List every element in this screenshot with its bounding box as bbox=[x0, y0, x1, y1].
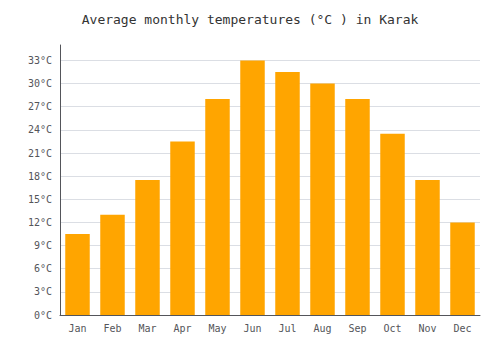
svg-text:Apr: Apr bbox=[173, 323, 191, 334]
svg-text:30°C: 30°C bbox=[28, 78, 52, 89]
svg-text:3°C: 3°C bbox=[34, 286, 52, 297]
svg-text:Sep: Sep bbox=[348, 323, 366, 334]
svg-text:Jan: Jan bbox=[68, 323, 86, 334]
svg-text:Oct: Oct bbox=[383, 323, 401, 334]
svg-text:21°C: 21°C bbox=[28, 148, 52, 159]
svg-text:27°C: 27°C bbox=[28, 101, 52, 112]
svg-text:6°C: 6°C bbox=[34, 263, 52, 274]
svg-text:Jun: Jun bbox=[243, 323, 261, 334]
svg-text:Aug: Aug bbox=[313, 323, 331, 334]
svg-text:Average monthly temperatures (: Average monthly temperatures (°C ) in Ka… bbox=[82, 12, 419, 27]
svg-text:Nov: Nov bbox=[418, 323, 436, 334]
svg-text:Jul: Jul bbox=[278, 323, 296, 334]
svg-text:15°C: 15°C bbox=[28, 194, 52, 205]
svg-text:May: May bbox=[208, 323, 226, 334]
svg-text:33°C: 33°C bbox=[28, 55, 52, 66]
svg-text:24°C: 24°C bbox=[28, 124, 52, 135]
svg-text:Dec: Dec bbox=[453, 323, 471, 334]
svg-text:12°C: 12°C bbox=[28, 217, 52, 228]
svg-text:9°C: 9°C bbox=[34, 240, 52, 251]
svg-text:18°C: 18°C bbox=[28, 171, 52, 182]
svg-text:Feb: Feb bbox=[103, 323, 121, 334]
svg-text:0°C: 0°C bbox=[34, 310, 52, 321]
svg-text:Mar: Mar bbox=[138, 323, 156, 334]
